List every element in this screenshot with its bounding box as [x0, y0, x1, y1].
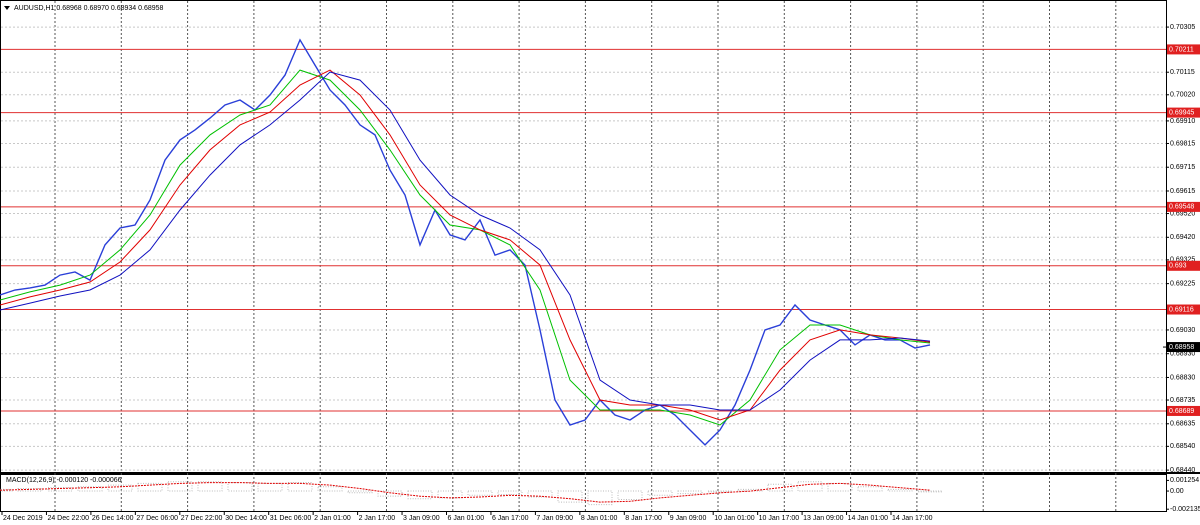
x-tick-label: 31 Dec 06:00: [270, 515, 312, 522]
y-tick-label: 0.70305: [1170, 24, 1195, 31]
level-label-bg: [1167, 304, 1200, 315]
macd-bar: [407, 490, 433, 500]
x-tick-label: 27 Dec 22:00: [181, 515, 223, 522]
y-tick-label: 0.70020: [1170, 92, 1195, 99]
y-tick-label: 0.68830: [1170, 374, 1195, 381]
chart-title: AUDUSD,H1 0.68968 0.68970 0.68934 0.6895…: [14, 5, 164, 12]
y-tick-label: 0.69420: [1170, 234, 1195, 241]
level-label: 0.68689: [1169, 408, 1194, 415]
macd-bar: [647, 490, 673, 496]
macd-bar: [347, 490, 373, 494]
line-series: [0, 69, 931, 426]
macd-bar: [197, 481, 223, 492]
y-tick-label: 0.69910: [1170, 118, 1195, 125]
x-tick-label: 26 Dec 14:00: [92, 515, 134, 522]
x-tick-label: 14 Jan 01:00: [848, 515, 889, 522]
macd-bar: [317, 486, 343, 492]
level-label: 0.69945: [1169, 109, 1194, 116]
main-panel: [0, 0, 1167, 473]
macd-bar: [857, 486, 883, 492]
level-label-bg: [1167, 260, 1200, 271]
macd-label: MACD(12,26,9) -0.000120 -0.000066: [6, 477, 122, 484]
level-label: 0.70211: [1169, 46, 1194, 53]
macd-bar: [17, 488, 43, 492]
macd-bar: [707, 490, 733, 493]
line-series: [0, 38, 931, 446]
macd-bar: [497, 490, 523, 495]
x-tick-label: 24 Dec 22:00: [47, 515, 89, 522]
y-tick-label: 0.68635: [1170, 421, 1195, 428]
level-label-bg: [1167, 201, 1200, 212]
x-tick-label: 27 Dec 06:00: [136, 515, 178, 522]
y-tick-label: 0.69520: [1170, 210, 1195, 217]
macd-bar: [137, 482, 163, 492]
grid: [1, 1, 1166, 511]
line-series: [0, 69, 931, 421]
x-tick-label: 30 Dec 14:00: [225, 515, 267, 522]
macd-bar: [767, 483, 793, 492]
macd-bar: [917, 490, 943, 493]
macd-bar: [797, 481, 823, 492]
macd-bar: [467, 490, 493, 496]
macd-bar: [617, 490, 643, 501]
y-tick-label: 0.68540: [1170, 443, 1195, 450]
macd-bar: [587, 490, 613, 506]
y-tick-label: 0.69815: [1170, 140, 1195, 147]
collapse-icon[interactable]: [4, 6, 10, 10]
line-series: [0, 71, 931, 411]
y-tick-label: 0.69225: [1170, 280, 1195, 287]
macd-bar: [887, 488, 913, 492]
macd-bar: [827, 482, 853, 492]
x-tick-label: 6 Jan 01:00: [448, 515, 485, 522]
macd-tick-label: 0.00: [1170, 488, 1184, 495]
x-tick-label: 24 Dec 2019: [3, 515, 43, 522]
macd-tick-label: -0.002135: [1170, 506, 1200, 513]
macd-bar: [257, 482, 283, 492]
level-label-bg: [1167, 405, 1200, 416]
level-label-bg: [1167, 44, 1200, 55]
marks: [0, 38, 1166, 506]
x-tick-label: 8 Jan 01:00: [581, 515, 618, 522]
macd-bar: [287, 482, 313, 492]
y-tick-label: 0.69715: [1170, 164, 1195, 171]
x-tick-label: 2 Jan 17:00: [359, 515, 396, 522]
macd-signal: [0, 482, 931, 503]
y-tick-label: 0.69325: [1170, 257, 1195, 264]
x-tick-label: 6 Jan 17:00: [492, 515, 529, 522]
y-tick-label: 0.70115: [1170, 69, 1195, 76]
x-tick-label: 2 Jan 01:00: [314, 515, 351, 522]
macd-bar: [77, 486, 103, 492]
x-tick-label: 7 Jan 09:00: [536, 515, 573, 522]
last-price-label: 0.68958: [1169, 344, 1194, 351]
macd-tick-label: 0.001254: [1170, 477, 1199, 484]
x-tick-label: 8 Jan 17:00: [625, 515, 662, 522]
y-tick-label: 0.68930: [1170, 351, 1195, 358]
x-tick-label: 10 Jan 17:00: [759, 515, 800, 522]
level-label: 0.69116: [1169, 306, 1194, 313]
macd-bar: [227, 482, 253, 492]
last-price-bg: [1167, 342, 1200, 353]
x-tick-label: 13 Jan 09:00: [803, 515, 844, 522]
x-tick-label: 9 Jan 09:00: [670, 515, 707, 522]
x-tick-label: 10 Jan 01:00: [714, 515, 755, 522]
level-label: 0.69548: [1169, 204, 1194, 211]
macd-bar: [377, 490, 403, 497]
macd-bar: [677, 490, 703, 495]
level-label-bg: [1167, 107, 1200, 118]
y-tick-label: 0.69615: [1170, 188, 1195, 195]
level-label: 0.693: [1169, 263, 1187, 270]
x-tick-label: 3 Jan 09:00: [403, 515, 440, 522]
y-tick-label: 0.68440: [1170, 467, 1195, 474]
y-tick-label: 0.68735: [1170, 397, 1195, 404]
macd-panel: [0, 474, 1167, 512]
x-tick-label: 14 Jan 17:00: [892, 515, 933, 522]
macd-bar: [167, 481, 193, 492]
y-tick-label: 0.69030: [1170, 327, 1195, 334]
